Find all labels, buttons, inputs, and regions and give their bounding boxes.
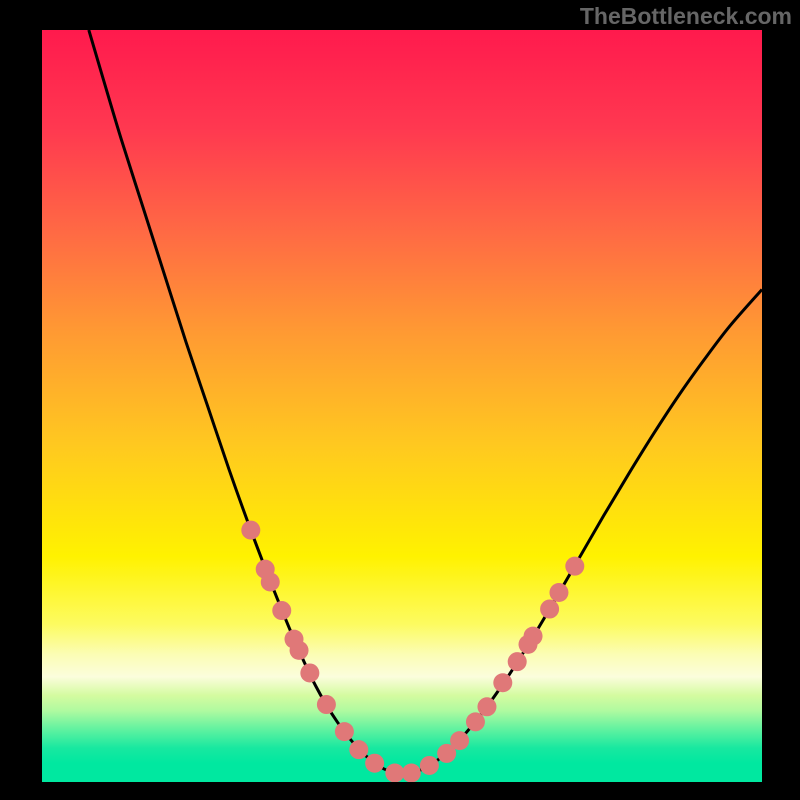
gradient-background [42, 30, 762, 782]
marker-dot [565, 557, 584, 576]
marker-dot [261, 572, 280, 591]
watermark-text: TheBottleneck.com [580, 3, 792, 30]
marker-dot [477, 697, 496, 716]
marker-dot [402, 763, 421, 782]
marker-dot [290, 641, 309, 660]
marker-dot [549, 583, 568, 602]
marker-dot [317, 695, 336, 714]
marker-dot [493, 673, 512, 692]
marker-dot [420, 756, 439, 775]
marker-dot [524, 627, 543, 646]
marker-dot [335, 722, 354, 741]
plot-area [42, 30, 762, 782]
marker-dot [300, 663, 319, 682]
marker-dot [540, 600, 559, 619]
marker-dot [365, 754, 384, 773]
chart-stage: TheBottleneck.com [0, 0, 800, 800]
marker-dot [437, 744, 456, 763]
marker-dot [466, 712, 485, 731]
marker-dot [241, 521, 260, 540]
marker-dot [349, 740, 368, 759]
marker-dot [272, 601, 291, 620]
plot-svg [42, 30, 762, 782]
marker-dot [508, 652, 527, 671]
marker-dot [385, 763, 404, 782]
